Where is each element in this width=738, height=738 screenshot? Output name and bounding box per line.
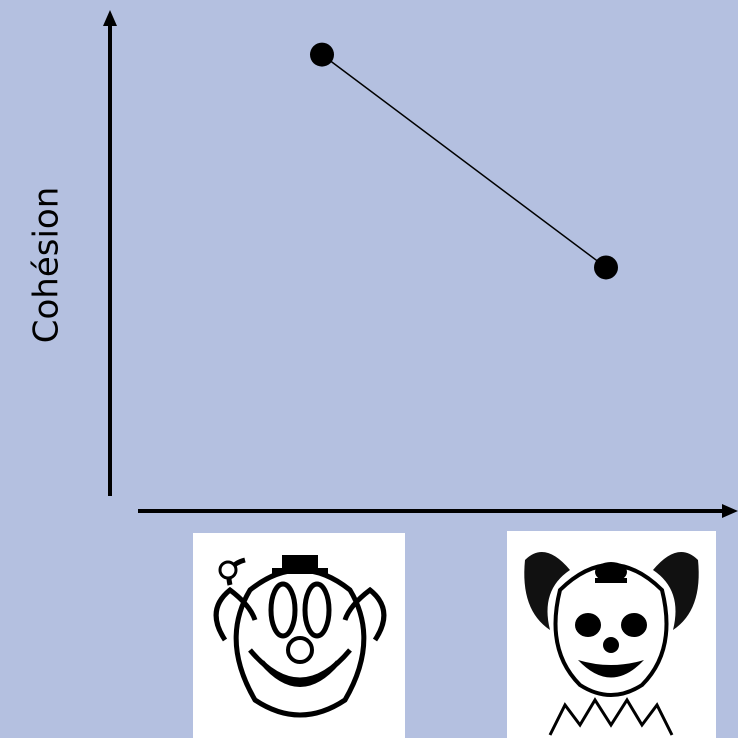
page: Cohésion (() => { const data = JSON.pa (0, 0, 738, 738)
happy-clown-image (193, 533, 405, 738)
y-axis-label: Cohésion (27, 187, 67, 344)
point (594, 255, 618, 279)
chart: Cohésion (0, 0, 738, 738)
scary-clown-image (507, 531, 716, 738)
point (310, 43, 334, 67)
